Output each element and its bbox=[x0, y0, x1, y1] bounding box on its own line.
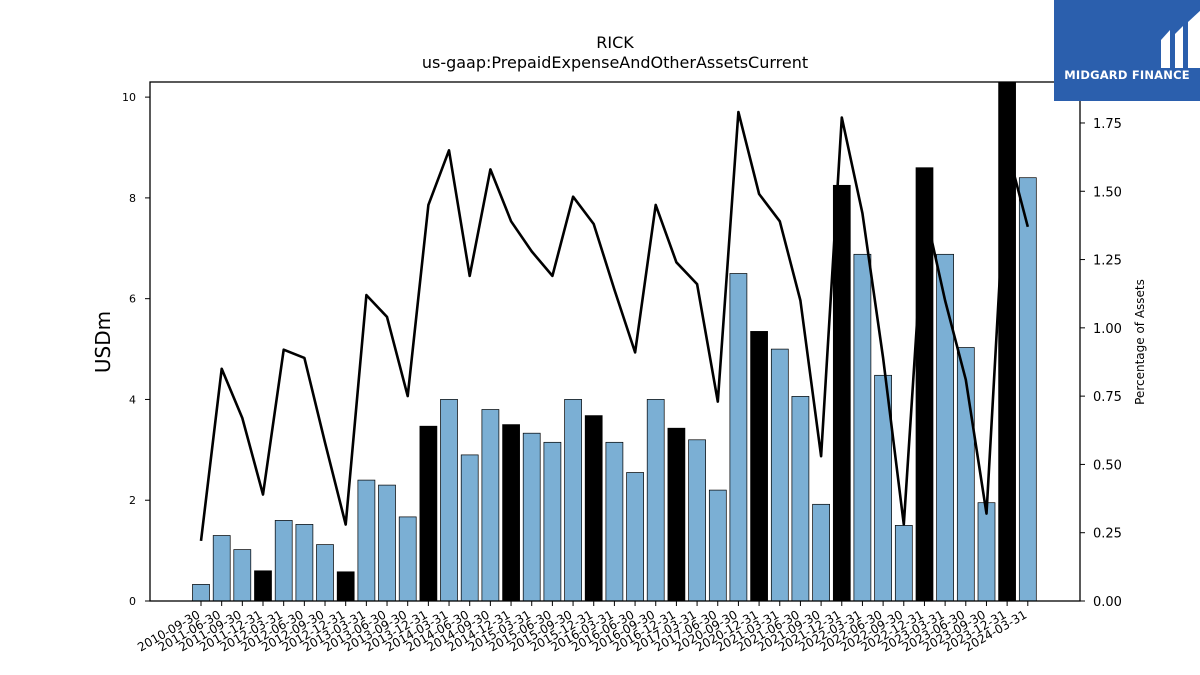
y2-tick-label: 1.50 bbox=[1093, 185, 1122, 200]
bar-group bbox=[192, 81, 1037, 602]
y2-tick-label: 0.25 bbox=[1093, 527, 1122, 542]
bar bbox=[274, 520, 293, 602]
bar bbox=[584, 415, 603, 602]
bar bbox=[336, 571, 355, 602]
bar bbox=[708, 489, 727, 602]
plot-frame bbox=[149, 81, 1081, 602]
bar bbox=[770, 348, 789, 602]
bar bbox=[378, 484, 396, 602]
line-layer bbox=[199, 110, 1030, 542]
series-line bbox=[199, 110, 1030, 542]
bar bbox=[543, 441, 562, 602]
bar bbox=[977, 502, 996, 602]
bar bbox=[316, 544, 334, 602]
y-tick-label: 10 bbox=[122, 91, 136, 104]
bar bbox=[460, 454, 479, 602]
y2-tick-label: 1.00 bbox=[1093, 322, 1122, 337]
y-axis-right: 0.00 0.25 0.50 0.75 1.00 1.25 1.50 1.75 bbox=[1080, 117, 1122, 610]
bar bbox=[936, 253, 954, 602]
bar bbox=[522, 432, 541, 602]
y2-tick-label: 0.00 bbox=[1093, 595, 1122, 610]
bar bbox=[605, 441, 624, 602]
bar bbox=[688, 439, 706, 602]
bar bbox=[791, 396, 810, 602]
bar bbox=[750, 331, 768, 602]
bar bbox=[295, 524, 314, 602]
y-tick-label: 2 bbox=[129, 494, 136, 507]
bar bbox=[626, 472, 644, 602]
y-tick-label: 0 bbox=[129, 595, 136, 608]
bar bbox=[502, 424, 520, 602]
y-axis-left: 0 2 4 6 8 10 bbox=[122, 91, 150, 608]
bar bbox=[398, 516, 417, 602]
y2-tick-label: 0.50 bbox=[1093, 458, 1122, 473]
y-tick-label: 8 bbox=[129, 192, 136, 205]
logo-text: MIDGARD FINANCE bbox=[1064, 68, 1190, 82]
y-tick-label: 6 bbox=[129, 293, 136, 306]
y2-tick-label: 0.75 bbox=[1093, 390, 1122, 405]
x-axis: 2010-09-302011-06-302011-09-302011-12-31… bbox=[135, 601, 1029, 654]
chart-title: RICK bbox=[596, 33, 634, 52]
bar bbox=[440, 399, 458, 602]
bar bbox=[564, 399, 582, 602]
bar bbox=[646, 399, 665, 602]
bar bbox=[481, 409, 500, 602]
bar bbox=[1018, 177, 1037, 602]
bar bbox=[729, 273, 748, 602]
y2-axis-label: Percentage of Assets bbox=[1133, 279, 1147, 405]
bar bbox=[192, 584, 210, 602]
bar bbox=[812, 503, 830, 602]
y-tick-label: 4 bbox=[129, 393, 136, 406]
bar bbox=[894, 525, 913, 602]
y2-tick-label: 1.75 bbox=[1093, 117, 1122, 132]
bar bbox=[233, 549, 252, 602]
bar bbox=[832, 184, 851, 602]
bar bbox=[419, 425, 438, 602]
bar bbox=[357, 479, 376, 602]
logo-mark-icon bbox=[1161, 10, 1200, 68]
bar bbox=[667, 427, 686, 602]
y-axis-label: USDm bbox=[91, 311, 115, 373]
bar bbox=[254, 570, 272, 602]
y2-tick-label: 1.25 bbox=[1093, 254, 1122, 269]
bar bbox=[853, 253, 872, 602]
brand-logo: MIDGARD FINANCE bbox=[1054, 0, 1200, 101]
bar bbox=[212, 535, 231, 602]
chart-subtitle: us-gaap:PrepaidExpenseAndOtherAssetsCurr… bbox=[422, 53, 808, 72]
